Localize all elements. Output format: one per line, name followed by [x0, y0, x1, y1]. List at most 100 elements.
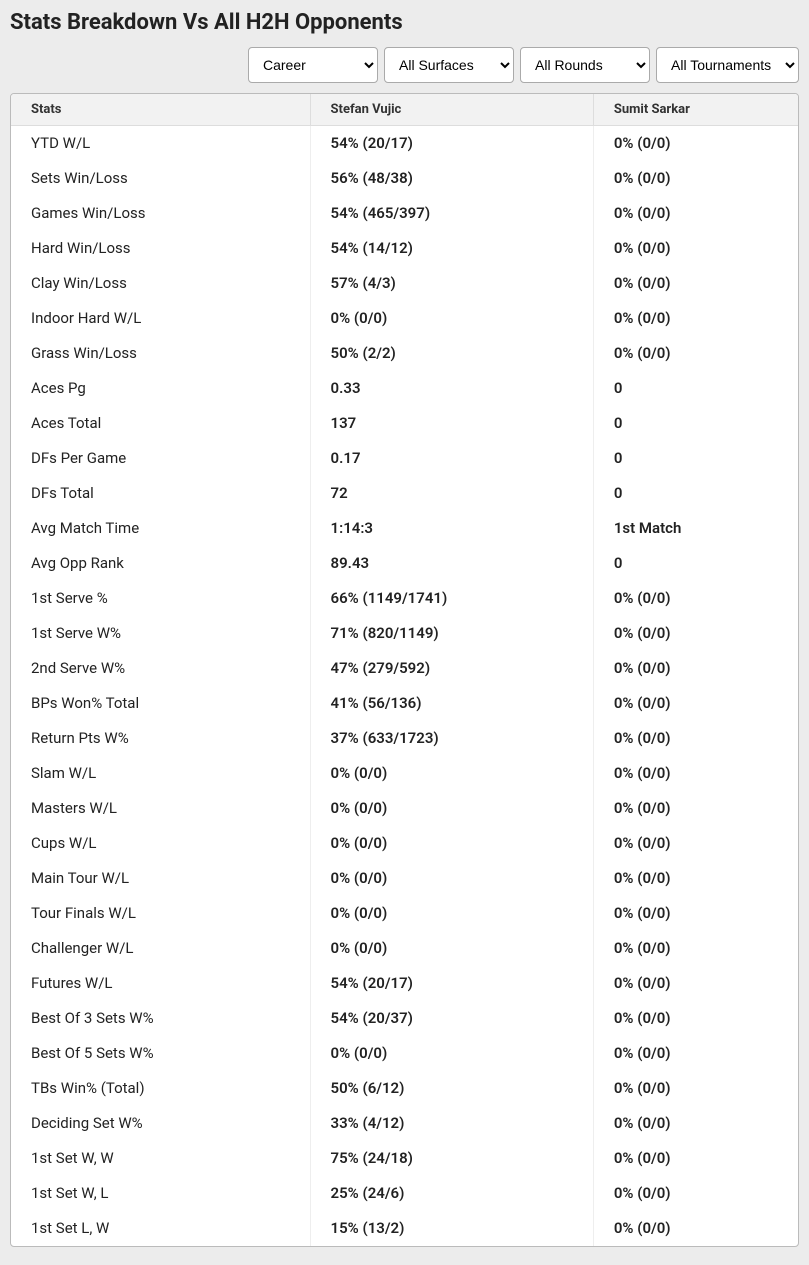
stat-value-player1: 0% (0/0)	[310, 896, 593, 931]
stat-label: Hard Win/Loss	[11, 231, 310, 266]
stat-value-player1: 137	[310, 406, 593, 441]
stat-value-player1: 54% (20/37)	[310, 1001, 593, 1036]
stat-label: Clay Win/Loss	[11, 266, 310, 301]
stat-value-player1: 0% (0/0)	[310, 931, 593, 966]
table-row: Aces Total1370	[11, 406, 798, 441]
stat-value-player2: 0% (0/0)	[593, 1106, 798, 1141]
stat-value-player2: 0% (0/0)	[593, 896, 798, 931]
page-title: Stats Breakdown Vs All H2H Opponents	[10, 10, 799, 35]
stat-value-player2: 0% (0/0)	[593, 1001, 798, 1036]
stat-value-player2: 0% (0/0)	[593, 791, 798, 826]
stat-value-player2: 0% (0/0)	[593, 616, 798, 651]
stat-value-player2: 0% (0/0)	[593, 861, 798, 896]
stat-label: Tour Finals W/L	[11, 896, 310, 931]
stat-value-player1: 66% (1149/1741)	[310, 581, 593, 616]
stat-label: DFs Per Game	[11, 441, 310, 476]
table-row: DFs Per Game0.170	[11, 441, 798, 476]
table-row: Avg Opp Rank89.430	[11, 546, 798, 581]
table-row: Best Of 5 Sets W%0% (0/0)0% (0/0)	[11, 1036, 798, 1071]
stat-value-player1: 0% (0/0)	[310, 1036, 593, 1071]
stat-value-player1: 75% (24/18)	[310, 1141, 593, 1176]
table-row: Aces Pg0.330	[11, 371, 798, 406]
table-row: BPs Won% Total41% (56/136)0% (0/0)	[11, 686, 798, 721]
table-row: Grass Win/Loss50% (2/2)0% (0/0)	[11, 336, 798, 371]
stat-value-player2: 0% (0/0)	[593, 1211, 798, 1246]
table-row: Sets Win/Loss56% (48/38)0% (0/0)	[11, 161, 798, 196]
stat-value-player2: 0% (0/0)	[593, 1141, 798, 1176]
table-row: 1st Set W, L25% (24/6)0% (0/0)	[11, 1176, 798, 1211]
table-row: 2nd Serve W%47% (279/592)0% (0/0)	[11, 651, 798, 686]
table-row: Return Pts W%37% (633/1723)0% (0/0)	[11, 721, 798, 756]
stat-value-player2: 0% (0/0)	[593, 161, 798, 196]
stat-value-player1: 0.33	[310, 371, 593, 406]
stat-value-player2: 0% (0/0)	[593, 266, 798, 301]
stat-value-player2: 0% (0/0)	[593, 651, 798, 686]
stat-value-player2: 0% (0/0)	[593, 581, 798, 616]
stat-value-player1: 50% (2/2)	[310, 336, 593, 371]
table-row: Clay Win/Loss57% (4/3)0% (0/0)	[11, 266, 798, 301]
stat-label: TBs Win% (Total)	[11, 1071, 310, 1106]
stat-value-player2: 0% (0/0)	[593, 756, 798, 791]
stat-value-player1: 54% (20/17)	[310, 966, 593, 1001]
stat-value-player2: 0% (0/0)	[593, 721, 798, 756]
stat-label: Masters W/L	[11, 791, 310, 826]
stat-label: Futures W/L	[11, 966, 310, 1001]
table-row: Challenger W/L0% (0/0)0% (0/0)	[11, 931, 798, 966]
stat-value-player2: 0% (0/0)	[593, 231, 798, 266]
surface-select[interactable]: All Surfaces	[384, 47, 514, 83]
stat-label: 1st Set W, W	[11, 1141, 310, 1176]
table-row: Avg Match Time1:14:31st Match	[11, 511, 798, 546]
stat-value-player1: 54% (20/17)	[310, 126, 593, 161]
stat-value-player1: 33% (4/12)	[310, 1106, 593, 1141]
table-row: 1st Serve W%71% (820/1149)0% (0/0)	[11, 616, 798, 651]
stat-label: Aces Pg	[11, 371, 310, 406]
stat-value-player2: 1st Match	[593, 511, 798, 546]
stat-value-player1: 56% (48/38)	[310, 161, 593, 196]
col-header-player1: Stefan Vujic	[310, 94, 593, 126]
period-select[interactable]: Career	[248, 47, 378, 83]
table-row: Games Win/Loss54% (465/397)0% (0/0)	[11, 196, 798, 231]
stat-value-player1: 54% (14/12)	[310, 231, 593, 266]
stat-value-player2: 0% (0/0)	[593, 1036, 798, 1071]
col-header-player2: Sumit Sarkar	[593, 94, 798, 126]
stats-table: Stats Stefan Vujic Sumit Sarkar YTD W/L5…	[11, 94, 798, 1246]
stat-value-player1: 57% (4/3)	[310, 266, 593, 301]
stat-value-player1: 0% (0/0)	[310, 301, 593, 336]
stat-value-player1: 25% (24/6)	[310, 1176, 593, 1211]
stat-label: 1st Serve W%	[11, 616, 310, 651]
stat-value-player1: 41% (56/136)	[310, 686, 593, 721]
stat-value-player2: 0% (0/0)	[593, 196, 798, 231]
table-row: Masters W/L0% (0/0)0% (0/0)	[11, 791, 798, 826]
stat-value-player2: 0	[593, 546, 798, 581]
stat-label: Sets Win/Loss	[11, 161, 310, 196]
table-row: 1st Set W, W75% (24/18)0% (0/0)	[11, 1141, 798, 1176]
stat-label: Best Of 3 Sets W%	[11, 1001, 310, 1036]
stat-label: Deciding Set W%	[11, 1106, 310, 1141]
stat-value-player1: 0% (0/0)	[310, 756, 593, 791]
stat-value-player2: 0% (0/0)	[593, 1176, 798, 1211]
stat-label: Indoor Hard W/L	[11, 301, 310, 336]
stat-value-player2: 0	[593, 406, 798, 441]
stat-value-player2: 0% (0/0)	[593, 301, 798, 336]
stat-label: Avg Opp Rank	[11, 546, 310, 581]
table-row: 1st Serve %66% (1149/1741)0% (0/0)	[11, 581, 798, 616]
table-row: YTD W/L54% (20/17)0% (0/0)	[11, 126, 798, 161]
stat-value-player2: 0	[593, 371, 798, 406]
stats-table-wrap: Stats Stefan Vujic Sumit Sarkar YTD W/L5…	[10, 93, 799, 1247]
stat-label: Return Pts W%	[11, 721, 310, 756]
table-row: Cups W/L0% (0/0)0% (0/0)	[11, 826, 798, 861]
round-select[interactable]: All Rounds	[520, 47, 650, 83]
stat-value-player1: 54% (465/397)	[310, 196, 593, 231]
stat-value-player2: 0% (0/0)	[593, 336, 798, 371]
stat-label: Challenger W/L	[11, 931, 310, 966]
col-header-stats: Stats	[11, 94, 310, 126]
stat-label: Main Tour W/L	[11, 861, 310, 896]
table-row: DFs Total720	[11, 476, 798, 511]
stat-label: Cups W/L	[11, 826, 310, 861]
stat-value-player1: 50% (6/12)	[310, 1071, 593, 1106]
stat-value-player1: 71% (820/1149)	[310, 616, 593, 651]
tournament-select[interactable]: All Tournaments	[656, 47, 799, 83]
stat-value-player2: 0% (0/0)	[593, 126, 798, 161]
stat-value-player1: 0% (0/0)	[310, 791, 593, 826]
stat-label: BPs Won% Total	[11, 686, 310, 721]
